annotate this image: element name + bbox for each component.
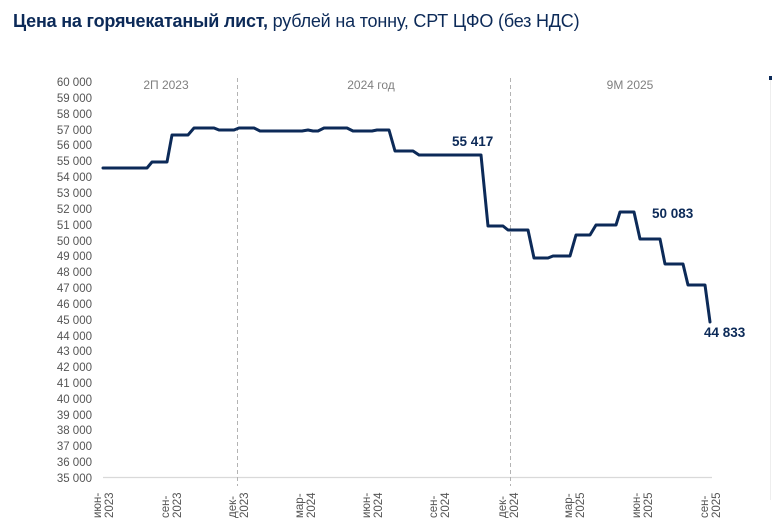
period-label-2024: 2024 год xyxy=(347,78,395,92)
svg-text:июн-: июн- xyxy=(631,493,643,518)
svg-text:2024: 2024 xyxy=(440,492,452,518)
period-label-9m-2025: 9M 2025 xyxy=(607,78,654,92)
svg-text:дек-: дек- xyxy=(497,496,509,518)
x-tick: мар- 2024 xyxy=(294,492,318,518)
y-tick: 48 000 xyxy=(57,267,92,279)
y-tick: 38 000 xyxy=(57,425,92,437)
chart-title-subtitle: рублей на тонну, СРТ ЦФО (без НДС) xyxy=(267,11,580,31)
y-tick: 44 000 xyxy=(57,331,92,343)
svg-text:июн-: июн- xyxy=(361,493,373,518)
svg-text:2023: 2023 xyxy=(104,492,116,518)
svg-text:мар-: мар- xyxy=(294,493,306,518)
x-tick: июн- 2025 xyxy=(631,492,655,518)
value-label-44833: 44 833 xyxy=(704,325,746,340)
y-tick: 55 000 xyxy=(57,156,92,168)
y-tick: 59 000 xyxy=(57,93,92,105)
svg-text:дек-: дек- xyxy=(227,496,239,518)
x-tick: мар- 2025 xyxy=(563,492,587,518)
x-tick: дек- 2023 xyxy=(227,492,251,518)
svg-text:2024: 2024 xyxy=(509,492,521,518)
svg-text:2024: 2024 xyxy=(373,492,385,518)
y-tick: 42 000 xyxy=(57,362,92,374)
y-tick: 40 000 xyxy=(57,394,92,406)
x-axis: июн- 2023 сен- 2023 дек- 2023 мар- 2024 … xyxy=(92,492,723,518)
price-line xyxy=(101,126,712,324)
y-tick: 41 000 xyxy=(57,378,92,390)
y-tick: 47 000 xyxy=(57,283,92,295)
y-tick: 43 000 xyxy=(57,346,92,358)
right-frame-marker xyxy=(769,76,772,80)
x-tick: дек- 2024 xyxy=(497,492,521,518)
svg-text:сен-: сен- xyxy=(428,496,440,518)
svg-text:июн-: июн- xyxy=(92,493,104,518)
svg-text:2025: 2025 xyxy=(575,492,587,518)
y-tick: 51 000 xyxy=(57,220,92,232)
svg-text:2023: 2023 xyxy=(172,492,184,518)
value-label-50083: 50 083 xyxy=(652,206,694,221)
svg-text:2025: 2025 xyxy=(711,492,723,518)
x-tick: сен- 2023 xyxy=(160,492,184,518)
y-tick: 49 000 xyxy=(57,251,92,263)
y-tick: 37 000 xyxy=(57,441,92,453)
y-tick: 57 000 xyxy=(57,125,92,137)
svg-text:мар-: мар- xyxy=(563,493,575,518)
svg-text:2024: 2024 xyxy=(306,492,318,518)
x-tick: сен- 2025 xyxy=(699,492,723,518)
chart-title: Цена на горячекатаный лист, рублей на то… xyxy=(13,11,580,32)
y-tick: 45 000 xyxy=(57,315,92,327)
x-tick: июн- 2023 xyxy=(92,492,116,518)
y-tick: 58 000 xyxy=(57,109,92,121)
y-tick: 50 000 xyxy=(57,236,92,248)
chart-title-bold: Цена на горячекатаный лист, xyxy=(13,11,268,31)
y-tick: 53 000 xyxy=(57,188,92,200)
y-tick: 46 000 xyxy=(57,299,92,311)
value-label-55417: 55 417 xyxy=(452,134,493,149)
y-tick: 54 000 xyxy=(57,172,92,184)
y-tick: 60 000 xyxy=(57,77,92,89)
svg-text:сен-: сен- xyxy=(160,496,172,518)
x-tick: июн- 2024 xyxy=(361,492,385,518)
y-tick: 52 000 xyxy=(57,204,92,216)
svg-text:2025: 2025 xyxy=(643,492,655,518)
y-tick: 36 000 xyxy=(57,457,92,469)
svg-text:сен-: сен- xyxy=(699,496,711,518)
period-label-2h-2023: 2П 2023 xyxy=(143,78,189,92)
x-tick: сен- 2024 xyxy=(428,492,452,518)
y-tick: 35 000 xyxy=(57,473,92,485)
y-tick: 56 000 xyxy=(57,140,92,152)
y-tick: 39 000 xyxy=(57,410,92,422)
y-axis: 60 000 59 000 58 000 57 000 56 000 55 00… xyxy=(57,77,92,485)
svg-text:2023: 2023 xyxy=(239,492,251,518)
